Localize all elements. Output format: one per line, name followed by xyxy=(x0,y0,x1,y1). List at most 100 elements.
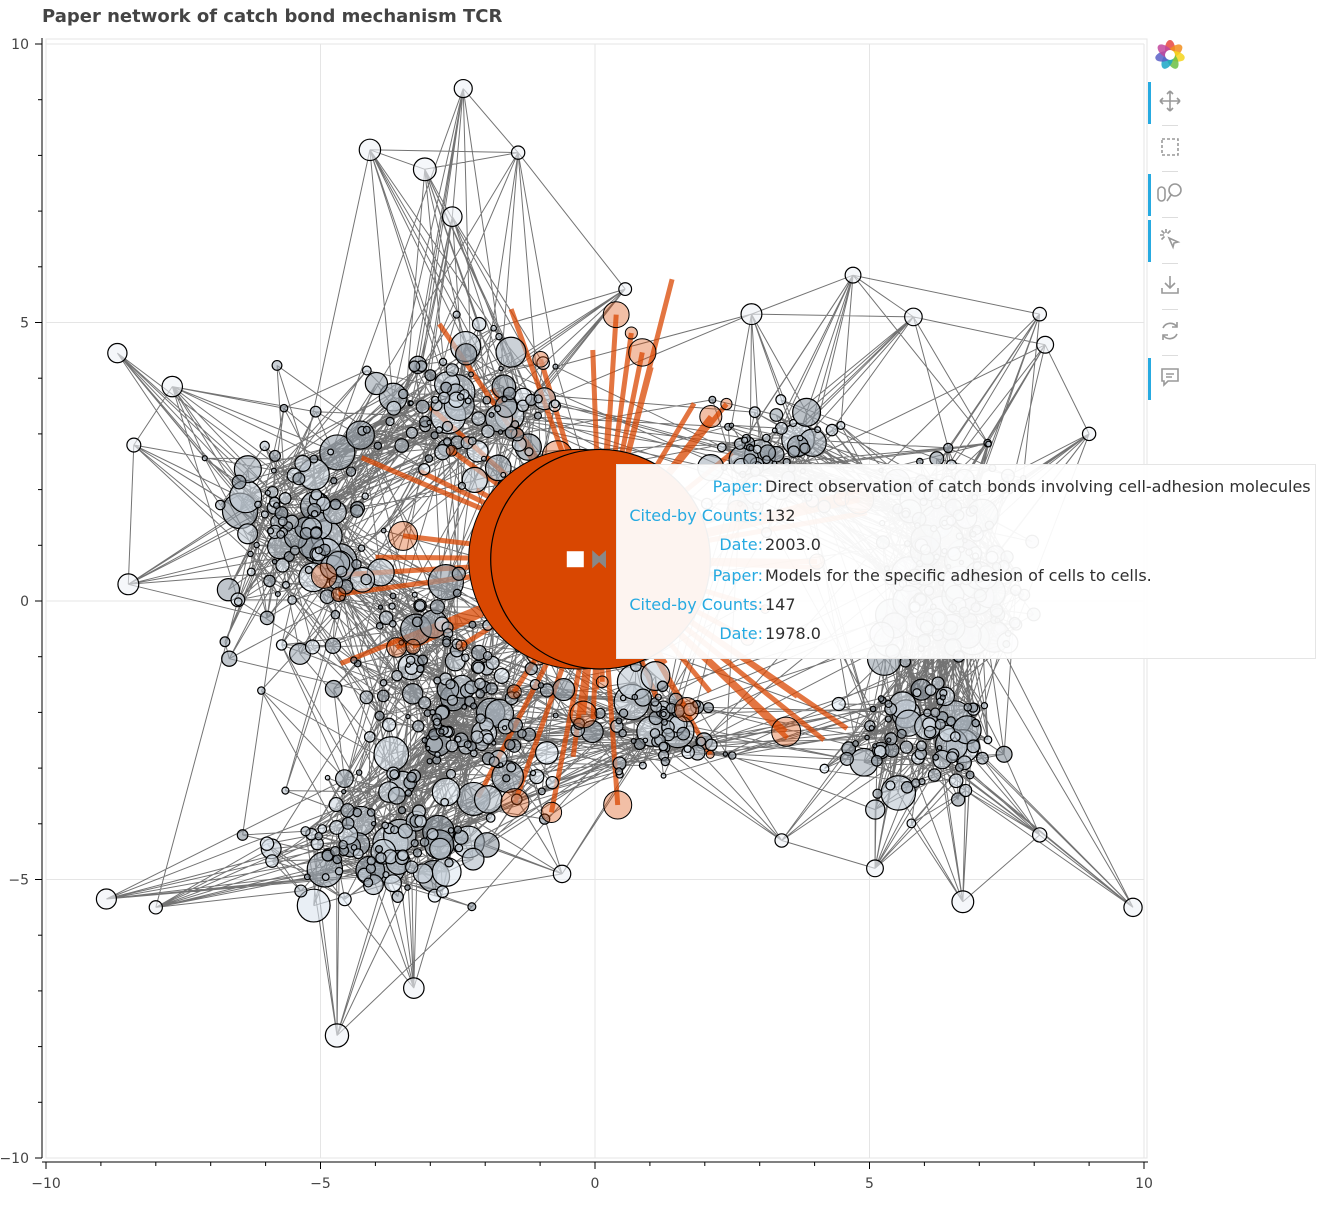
network-node xyxy=(985,440,992,448)
highlighted-node xyxy=(624,326,638,340)
network-node xyxy=(789,418,798,428)
network-node xyxy=(493,667,510,684)
network-node xyxy=(866,859,884,878)
highlighted-node xyxy=(330,586,347,602)
reset-tool-icon xyxy=(1158,319,1182,347)
network-node xyxy=(363,731,376,743)
network-node xyxy=(482,395,492,405)
network-node xyxy=(373,441,383,451)
network-node xyxy=(539,683,555,698)
pan-tool-button[interactable] xyxy=(1148,80,1192,126)
axes: −10 −5 0 5 10 10 5 0 −5 −10 xyxy=(0,37,1153,1192)
network-node xyxy=(473,785,503,814)
network-node xyxy=(334,866,344,876)
network-node xyxy=(382,871,390,879)
network-node xyxy=(381,821,390,830)
network-node xyxy=(614,767,624,776)
network-node xyxy=(330,609,341,620)
network-node xyxy=(309,527,323,540)
tooltip-key: Cited-by Counts: xyxy=(629,595,763,614)
network-node xyxy=(411,591,418,598)
network-node xyxy=(377,604,384,610)
network-node xyxy=(884,715,892,723)
wheel-zoom-tool-button[interactable] xyxy=(1148,172,1192,218)
tap-tool-button[interactable] xyxy=(1148,218,1192,264)
network-node xyxy=(660,718,668,726)
network-node xyxy=(442,638,452,648)
box-select-tool-button[interactable] xyxy=(1148,126,1192,172)
network-node xyxy=(716,442,727,453)
network-node xyxy=(379,679,388,687)
network-node xyxy=(463,740,472,749)
network-node xyxy=(642,737,649,744)
network-node xyxy=(380,527,387,534)
network-node xyxy=(1031,827,1048,843)
network-node xyxy=(375,852,387,864)
network-node xyxy=(470,730,484,744)
network-node xyxy=(752,444,762,454)
network-node xyxy=(446,694,459,706)
network-node xyxy=(289,545,301,556)
network-node xyxy=(836,420,846,430)
network-node xyxy=(408,360,421,373)
network-node xyxy=(404,884,411,891)
save-tool-icon xyxy=(1158,273,1182,301)
highlighted-node xyxy=(388,520,419,551)
hover-tool-icon xyxy=(1158,365,1182,393)
network-node xyxy=(405,713,411,720)
tooltip-value: Direct observation of catch bonds involv… xyxy=(765,477,1311,496)
save-tool-button[interactable] xyxy=(1148,264,1192,310)
highlighted-node xyxy=(540,801,563,824)
network-node xyxy=(327,448,335,456)
network-node xyxy=(391,669,403,682)
network-node xyxy=(467,436,477,446)
network-node xyxy=(294,884,308,898)
network-node xyxy=(708,395,717,404)
network-node xyxy=(537,682,545,689)
network-node xyxy=(329,820,345,835)
x-tick-label: 5 xyxy=(865,1176,874,1192)
network-node xyxy=(545,775,559,790)
network-node xyxy=(468,371,474,378)
network-node xyxy=(471,411,486,426)
highlighted-node xyxy=(699,404,723,429)
network-node xyxy=(294,454,312,472)
network-node xyxy=(388,619,397,628)
network-node xyxy=(980,702,989,710)
network-node xyxy=(278,492,292,505)
network-node xyxy=(633,737,646,751)
network-node xyxy=(924,684,937,696)
network-node xyxy=(702,702,714,714)
toolbar xyxy=(1148,34,1192,402)
network-node xyxy=(334,769,354,789)
tooltip-value: 1978.0 xyxy=(765,624,821,643)
network-node xyxy=(361,365,372,376)
network-node xyxy=(475,713,486,724)
network-node xyxy=(774,421,788,435)
network-node xyxy=(438,357,448,367)
x-tick-label: 10 xyxy=(1135,1176,1153,1192)
hover-arrow-icon xyxy=(595,550,606,569)
network-node xyxy=(440,797,450,807)
highlighted-node xyxy=(445,444,458,457)
network-node xyxy=(378,610,394,625)
network-node xyxy=(740,303,763,326)
network-node xyxy=(237,523,259,545)
network-node xyxy=(792,397,822,427)
network-node xyxy=(418,463,431,476)
reset-tool-button[interactable] xyxy=(1148,310,1192,356)
network-node xyxy=(418,696,432,710)
network-node xyxy=(314,831,323,841)
network-node xyxy=(631,693,639,701)
hover-tool-button[interactable] xyxy=(1148,356,1192,402)
network-node xyxy=(443,437,452,446)
network-node xyxy=(425,745,431,752)
network-node xyxy=(877,695,885,703)
network-node xyxy=(454,343,478,366)
network-node xyxy=(963,702,973,712)
network-node xyxy=(438,728,445,735)
network-node xyxy=(1123,897,1143,918)
network-node xyxy=(774,833,789,848)
bokeh-logo-button[interactable] xyxy=(1148,34,1192,80)
network-node xyxy=(814,426,822,434)
